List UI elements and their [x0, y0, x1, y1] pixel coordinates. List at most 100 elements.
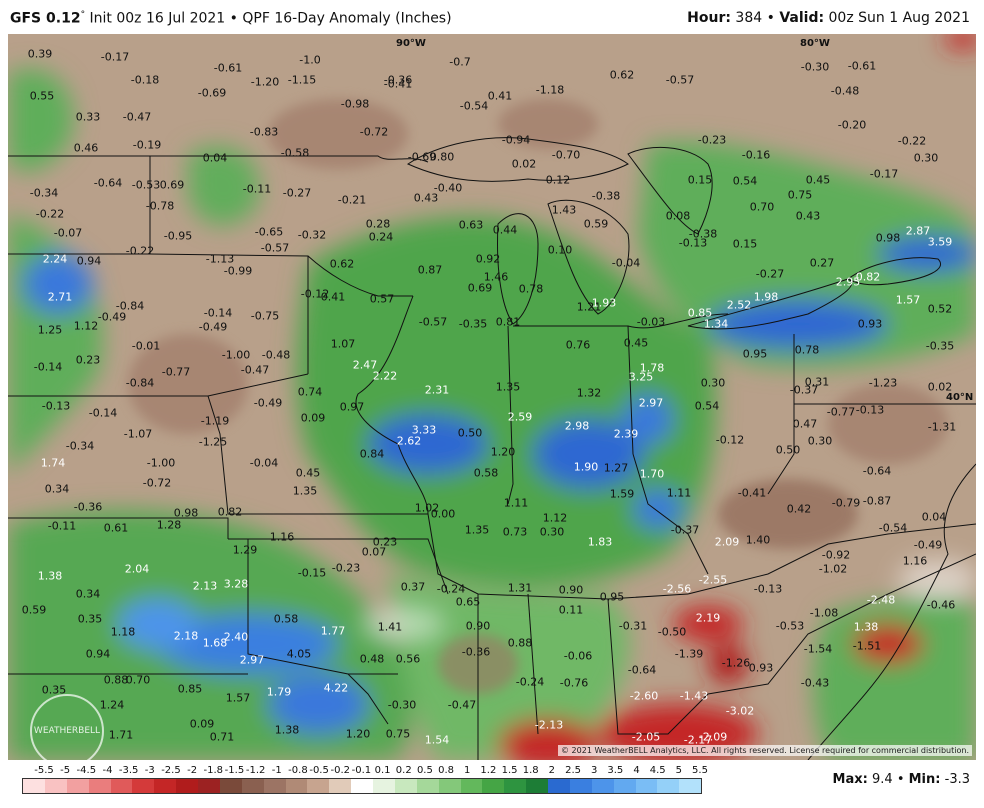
anomaly-value: -0.41	[383, 77, 413, 91]
anomaly-value: 0.93	[748, 661, 774, 675]
anomaly-value: 0.30	[807, 434, 833, 448]
anomaly-value: 0.55	[29, 89, 55, 103]
legend-tick: -0.2	[330, 765, 351, 776]
anomaly-value: 2.59	[507, 410, 533, 424]
anomaly-value: -0.14	[88, 406, 118, 420]
anomaly-value: -0.13	[753, 582, 783, 596]
model-name: GFS 0.12	[10, 10, 81, 27]
precip-anomaly-map[interactable]: 90°W 80°W 40°N 0.39 -0.17 -0.61 -1.20 -1.15 -…	[8, 34, 976, 760]
anomaly-value: 0.56	[395, 652, 421, 666]
anomaly-value: 0.69	[467, 281, 493, 295]
anomaly-value: -0.77	[826, 405, 856, 419]
anomaly-value: -0.84	[125, 376, 155, 390]
anomaly-value: 3.25	[628, 370, 654, 384]
legend-swatch	[591, 779, 614, 793]
anomaly-value: -0.01	[131, 339, 161, 353]
anomaly-value: -0.65	[254, 225, 284, 239]
anomaly-value: 0.52	[927, 302, 953, 316]
anomaly-value: 2.87	[905, 224, 931, 238]
anomaly-value: 0.28	[365, 217, 391, 231]
legend-ticks: -5.5 -5 -4.5 -4 -3.5 -3 -2.5 -2 -1.8 -1.5 -1.2 -1 -0…	[22, 762, 708, 776]
anomaly-value: 2.18	[173, 629, 199, 643]
anomaly-value: -1.25	[198, 435, 228, 449]
legend-swatch	[285, 779, 308, 793]
legend-tick: 5	[675, 765, 683, 776]
legend-tick: 2	[548, 765, 556, 776]
anomaly-value: 0.93	[857, 317, 883, 331]
anomaly-value: 0.75	[787, 188, 813, 202]
anomaly-value: 1.34	[703, 317, 729, 331]
anomaly-value: 2.95	[835, 275, 861, 289]
anomaly-value: 0.39	[27, 47, 53, 61]
anomaly-value: 1.12	[542, 511, 568, 525]
anomaly-value: -1.00	[221, 348, 251, 362]
anomaly-value: 0.70	[749, 200, 775, 214]
anomaly-value: -0.99	[223, 264, 253, 278]
anomaly-value: -0.49	[253, 396, 283, 410]
anomaly-value: -0.34	[29, 186, 59, 200]
anomaly-value: -0.37	[789, 383, 819, 397]
legend-tick: -1.2	[245, 765, 266, 776]
anomaly-value: 0.27	[809, 256, 835, 270]
weatherbell-watermark: WEATHERBELL	[30, 694, 104, 760]
anomaly-value: -2.13	[534, 718, 564, 732]
anomaly-value: 0.98	[875, 231, 901, 245]
anomaly-value: -0.72	[359, 125, 389, 139]
anomaly-value: 0.37	[400, 580, 426, 594]
legend-swatch	[351, 779, 373, 793]
anomaly-value: 0.97	[339, 400, 365, 414]
anomaly-value: 0.61	[103, 521, 129, 535]
anomaly-value: 1.20	[490, 445, 516, 459]
max-min-readout: Max: 9.4 • Min: -3.3	[833, 772, 970, 787]
legend-swatch	[613, 779, 636, 793]
anomaly-value: -0.98	[340, 97, 370, 111]
anomaly-value: -0.47	[447, 698, 477, 712]
degree-symbol: °	[80, 10, 86, 20]
anomaly-value: -0.30	[800, 60, 830, 74]
legend-tick: -1.5	[224, 765, 245, 776]
anomaly-value: 1.79	[266, 685, 292, 699]
anomaly-value: 0.98	[173, 506, 199, 520]
anomaly-value: 0.30	[913, 151, 939, 165]
anomaly-value: 2.71	[47, 290, 73, 304]
anomaly-value: 1.35	[464, 523, 490, 537]
legend-swatch	[526, 779, 548, 793]
legend-colorbar	[22, 778, 702, 794]
legend-swatch	[482, 779, 505, 793]
anomaly-value: -0.06	[563, 649, 593, 663]
anomaly-value: 1.28	[156, 518, 182, 532]
anomaly-value: 0.04	[202, 151, 228, 165]
grid-label-40n: 40°N	[946, 392, 974, 403]
anomaly-value: 0.50	[457, 426, 483, 440]
anomaly-value: 0.92	[475, 252, 501, 266]
anomaly-value: 1.18	[110, 625, 136, 639]
valid-bullet: •	[766, 10, 775, 26]
anomaly-value: 1.07	[330, 337, 356, 351]
maxmin-bullet: •	[896, 772, 905, 787]
anomaly-value: -1.13	[205, 252, 235, 266]
anomaly-value: -0.22	[35, 207, 65, 221]
anomaly-value: 0.15	[687, 173, 713, 187]
anomaly-value: 1.21	[576, 300, 602, 314]
legend-tick: 3	[591, 765, 598, 776]
legend-swatch	[679, 779, 702, 793]
anomaly-value: -1.43	[679, 689, 709, 703]
anomaly-value: -0.64	[862, 464, 892, 478]
legend-tick: 0.2	[395, 765, 412, 776]
anomaly-value: -0.47	[240, 363, 270, 377]
max-label: Max:	[832, 772, 868, 787]
anomaly-value: 1.16	[902, 554, 928, 568]
anomaly-value: -0.40	[433, 181, 463, 195]
header-bar: GFS 0.12° Init 00z 16 Jul 2021 • QPF 16-…	[0, 0, 984, 34]
anomaly-value: -0.48	[830, 84, 860, 98]
anomaly-value: 0.45	[805, 173, 831, 187]
valid-info: Hour: 384 • Valid: 00z Sun 1 Aug 2021	[687, 10, 970, 26]
legend-tick: -0.8	[288, 765, 308, 776]
anomaly-value: -0.15	[297, 566, 327, 580]
hour-value: 384	[735, 10, 763, 26]
anomaly-value: -2.05	[631, 730, 661, 744]
legend-swatch	[460, 779, 483, 793]
anomaly-value: 0.43	[413, 191, 439, 205]
legend-tick: -1.8	[203, 765, 224, 776]
anomaly-value: 1.59	[609, 487, 635, 501]
